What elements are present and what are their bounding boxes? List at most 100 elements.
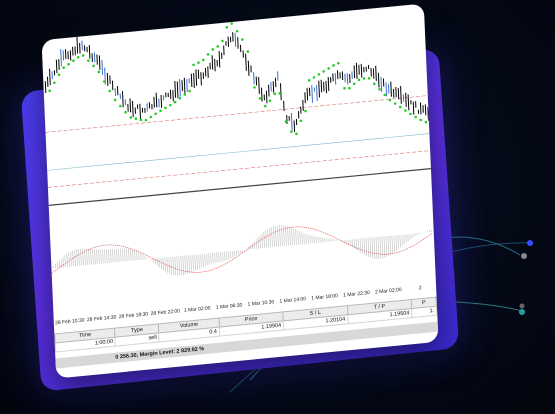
candle <box>260 87 263 102</box>
histogram-bar <box>116 248 118 263</box>
price-chart[interactable] <box>42 4 437 331</box>
sar-dot <box>290 130 293 134</box>
candle <box>327 77 330 92</box>
candle <box>193 72 195 88</box>
sar-dot <box>67 62 70 66</box>
histogram-bar <box>359 238 361 253</box>
histogram-bar <box>271 227 273 248</box>
histogram-bar <box>375 237 378 259</box>
histogram-bar <box>128 248 130 261</box>
candle <box>325 80 327 94</box>
sar-dot <box>168 103 172 107</box>
oscillator-signal-line <box>51 226 432 274</box>
sar-dot <box>159 109 162 113</box>
histogram-bar <box>184 255 186 275</box>
histogram-bar <box>176 256 179 276</box>
sar-dot <box>357 78 361 82</box>
sar-dot <box>87 59 90 63</box>
sar-dot <box>154 112 157 116</box>
histogram-bar <box>357 238 359 252</box>
sar-dot <box>76 55 80 59</box>
histogram-bar <box>287 226 289 246</box>
histogram-bar <box>301 232 303 245</box>
candle <box>88 45 91 59</box>
histogram-bar <box>68 252 70 267</box>
sar-dot <box>72 59 75 63</box>
histogram-bar <box>269 228 271 248</box>
histogram-bar <box>80 248 82 266</box>
candle <box>160 94 163 108</box>
sar-dot <box>295 132 298 136</box>
sar-dot <box>378 88 381 91</box>
histogram-bar <box>112 249 114 263</box>
histogram-bar <box>186 255 188 274</box>
candle <box>106 72 109 86</box>
histogram-bar <box>399 234 401 248</box>
candle <box>247 60 250 76</box>
histogram-bar <box>78 248 80 266</box>
histogram-bar <box>387 236 390 256</box>
candle <box>234 32 237 48</box>
sar-dot <box>149 115 153 119</box>
sar-dot <box>97 70 101 74</box>
histogram-bar <box>361 238 363 254</box>
sar-dot <box>258 97 262 100</box>
histogram-bar <box>98 249 100 264</box>
histogram-bar <box>291 227 293 246</box>
sar-dot <box>263 104 267 108</box>
sar-dot <box>307 79 311 82</box>
histogram-bar <box>259 235 261 249</box>
sar-dot <box>144 118 148 122</box>
candle <box>183 77 186 95</box>
candle <box>121 91 124 108</box>
sar-dot <box>57 73 61 77</box>
candlestick-series <box>44 32 429 133</box>
histogram-bar <box>265 230 267 248</box>
histogram-bar <box>397 235 399 250</box>
sar-dot <box>139 118 143 122</box>
histogram-bar <box>164 257 166 272</box>
sar-dot <box>92 64 95 68</box>
candle <box>380 76 383 93</box>
histogram-bar <box>74 249 76 267</box>
sar-dot <box>268 99 272 103</box>
candle <box>101 60 104 75</box>
candle <box>265 90 268 104</box>
histogram-bar <box>200 254 202 268</box>
candle <box>412 101 415 115</box>
histogram-bar <box>130 249 132 261</box>
candle <box>279 83 282 101</box>
histogram-bar <box>379 236 382 259</box>
sar-dot <box>409 112 412 116</box>
histogram-bar <box>182 255 184 276</box>
histogram-bar <box>283 225 285 247</box>
sar-dot <box>299 119 303 123</box>
sar-dot <box>414 115 417 119</box>
histogram-bar <box>100 249 102 264</box>
sar-dot <box>383 93 387 97</box>
sar-dot <box>62 66 65 70</box>
histogram-bar <box>267 229 269 248</box>
sar-dot <box>393 102 397 105</box>
trading-terminal-screen: 28 Feb 10:30 28 Feb 14:30 28 Feb 18:30 2… <box>41 3 439 379</box>
histogram-bar <box>194 254 196 271</box>
histogram-bar <box>367 237 370 257</box>
histogram-bar <box>90 248 92 265</box>
candle <box>245 53 247 71</box>
histogram-bar <box>373 237 376 259</box>
candle <box>427 106 429 121</box>
decor-dot <box>521 253 527 259</box>
sar-dot <box>404 109 407 112</box>
sar-dot <box>119 104 122 108</box>
sar-dot <box>192 63 195 67</box>
decor-dot <box>519 303 525 309</box>
histogram-bar <box>204 253 206 267</box>
histogram-bar <box>70 251 72 267</box>
histogram-bar <box>192 254 194 272</box>
sar-dot <box>317 73 321 76</box>
candle <box>375 65 377 81</box>
candle <box>237 37 239 49</box>
histogram-bar <box>190 254 192 273</box>
histogram-bar <box>369 237 372 258</box>
candle <box>407 94 410 111</box>
